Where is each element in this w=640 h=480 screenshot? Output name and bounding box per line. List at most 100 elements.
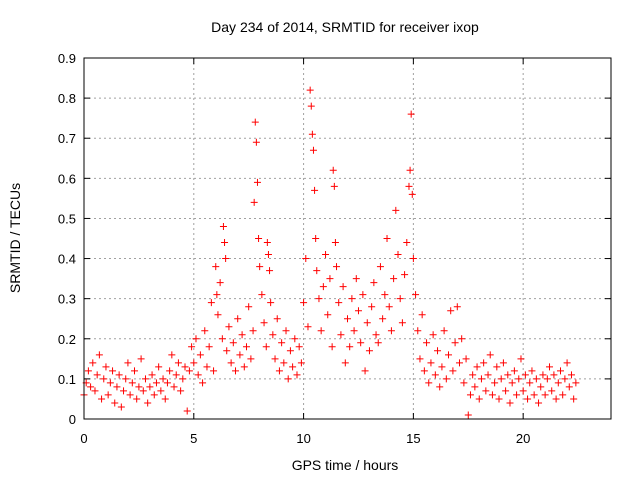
- data-point: [111, 399, 119, 407]
- data-point: [304, 323, 312, 331]
- data-point: [409, 255, 417, 263]
- data-point: [87, 383, 95, 391]
- data-point: [535, 399, 543, 407]
- data-point: [330, 182, 338, 190]
- data-point: [363, 319, 371, 327]
- data-point: [329, 166, 337, 174]
- data-point: [260, 319, 268, 327]
- data-point: [139, 387, 147, 395]
- data-point: [563, 359, 571, 367]
- y-tick-label: 0: [69, 412, 76, 427]
- data-point: [322, 251, 330, 259]
- data-point: [458, 335, 466, 343]
- data-point: [354, 307, 362, 315]
- data-point: [436, 383, 444, 391]
- data-point: [429, 331, 437, 339]
- data-point: [359, 291, 367, 299]
- data-point: [205, 343, 213, 351]
- data-point: [188, 343, 196, 351]
- data-point: [252, 138, 260, 146]
- data-point: [416, 355, 424, 363]
- data-point: [282, 327, 290, 335]
- data-point: [447, 307, 455, 315]
- data-point: [203, 363, 211, 371]
- data-point: [199, 379, 207, 387]
- data-point: [201, 327, 209, 335]
- data-point: [253, 178, 261, 186]
- data-point: [293, 371, 301, 379]
- data-point: [255, 235, 263, 242]
- data-point: [113, 383, 121, 391]
- data-point: [170, 383, 178, 391]
- data-point: [572, 379, 580, 387]
- data-point: [161, 395, 169, 403]
- data-point: [174, 359, 182, 367]
- x-tick-label: 15: [406, 431, 420, 446]
- data-point: [403, 239, 411, 247]
- data-point: [319, 283, 327, 291]
- data-point: [464, 411, 472, 419]
- plot-frame: [83, 57, 612, 420]
- data-point: [212, 263, 220, 271]
- data-point: [517, 355, 525, 363]
- data-point: [561, 375, 569, 383]
- data-point: [238, 331, 246, 339]
- data-point: [95, 351, 103, 359]
- data-point: [387, 327, 395, 335]
- data-point: [183, 407, 191, 415]
- data-point: [418, 311, 426, 319]
- data-point: [434, 347, 442, 355]
- grid-lines: [84, 58, 611, 419]
- data-point: [284, 375, 292, 383]
- data-point: [278, 339, 286, 347]
- data-point: [291, 335, 299, 343]
- data-point: [313, 267, 321, 275]
- x-tick-label: 20: [516, 431, 530, 446]
- data-point: [104, 391, 112, 399]
- data-point: [405, 182, 413, 190]
- data-point: [506, 399, 514, 407]
- data-point: [135, 383, 143, 391]
- data-point: [177, 387, 185, 395]
- data-point: [473, 363, 481, 371]
- data-point: [423, 339, 431, 347]
- data-point: [229, 339, 237, 347]
- data-point: [482, 387, 490, 395]
- data-point: [495, 395, 503, 403]
- data-point: [89, 359, 97, 367]
- data-point: [344, 315, 351, 323]
- data-point: [398, 319, 406, 327]
- data-point: [315, 295, 323, 303]
- data-point: [240, 363, 248, 371]
- data-point: [497, 375, 505, 383]
- data-point: [210, 367, 218, 375]
- data-point: [466, 391, 474, 399]
- data-point: [219, 222, 227, 230]
- data-point: [124, 359, 132, 367]
- data-point: [541, 391, 549, 399]
- data-point: [300, 299, 308, 307]
- data-point: [546, 363, 554, 371]
- data-point: [537, 383, 545, 391]
- x-tick-labels: 0 5 10 15 20: [80, 431, 530, 446]
- data-point: [346, 343, 354, 351]
- data-point: [266, 267, 274, 275]
- data-point: [326, 275, 334, 283]
- data-point: [207, 299, 215, 307]
- x-tick-label: 0: [80, 431, 87, 446]
- data-point: [84, 367, 92, 375]
- data-point: [146, 383, 154, 391]
- data-point: [394, 251, 402, 259]
- data-point: [109, 367, 117, 375]
- data-point: [477, 375, 485, 383]
- data-point: [475, 395, 483, 403]
- data-point: [420, 367, 428, 375]
- data-point: [128, 379, 136, 387]
- y-axis-label: SRMTID / TECUs: [7, 183, 23, 293]
- y-tick-label: 0.6: [58, 171, 76, 186]
- data-point: [567, 371, 575, 379]
- data-point: [339, 283, 347, 291]
- data-point: [488, 391, 496, 399]
- data-point: [427, 359, 435, 367]
- data-point: [297, 359, 305, 367]
